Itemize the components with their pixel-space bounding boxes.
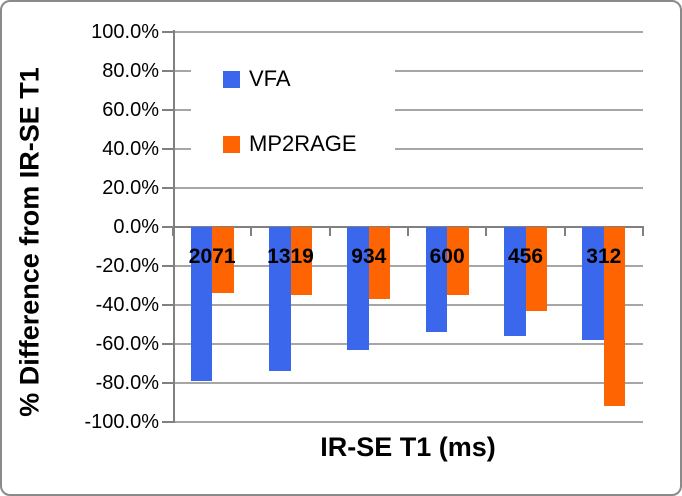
gridline xyxy=(173,343,643,345)
bar-vfa xyxy=(347,227,369,350)
y-axis-tick xyxy=(162,31,174,33)
y-tick-label: -100.0% xyxy=(84,411,160,433)
y-axis-tick xyxy=(162,187,174,189)
bar-mp2rage xyxy=(525,227,547,311)
category-label: 2071 xyxy=(188,245,236,268)
category-label: 600 xyxy=(429,245,465,268)
x-axis-tick xyxy=(485,227,488,236)
y-tick-label: 20.0% xyxy=(102,177,159,199)
legend-item-vfa: VFA xyxy=(223,67,291,91)
x-axis-tick xyxy=(563,227,566,236)
legend-label: MP2RAGE xyxy=(249,131,357,156)
bar-vfa xyxy=(269,227,291,372)
bar-mp2rage xyxy=(212,227,234,294)
y-axis-tick xyxy=(162,382,174,384)
y-axis-tick xyxy=(162,148,174,150)
y-tick-label: -60.0% xyxy=(95,333,159,355)
y-axis-tick xyxy=(162,421,174,423)
y-tick-label: 60.0% xyxy=(102,99,159,121)
gridline xyxy=(173,304,643,306)
legend-item-mp2rage: MP2RAGE xyxy=(223,132,357,156)
y-tick-label: 100.0% xyxy=(91,21,159,43)
legend-swatch-vfa xyxy=(223,70,240,88)
gridline xyxy=(173,148,643,150)
y-tick-label: 0.0% xyxy=(113,216,159,238)
gridline xyxy=(173,421,643,423)
y-axis-title: % Difference from IR-SE T1 xyxy=(14,67,45,417)
x-axis-title: IR-SE T1 (ms) xyxy=(320,432,496,462)
y-tick-label: -20.0% xyxy=(95,255,159,277)
bar-mp2rage xyxy=(603,227,626,407)
bar-mp2rage xyxy=(290,227,312,296)
y-axis-tick xyxy=(162,109,174,111)
x-axis-tick xyxy=(407,227,409,236)
y-tick-label: 80.0% xyxy=(102,60,159,82)
gridline xyxy=(173,31,643,33)
y-axis-tick xyxy=(162,265,174,267)
x-axis-tick xyxy=(172,227,174,236)
y-axis-tick xyxy=(162,343,174,345)
category-label: 312 xyxy=(586,245,622,268)
bar-mp2rage xyxy=(447,227,469,296)
category-label: 934 xyxy=(351,245,387,268)
gridline xyxy=(173,382,643,384)
y-axis-tick xyxy=(162,70,174,72)
gridline xyxy=(173,70,643,72)
gridline xyxy=(173,265,643,267)
y-axis-tick xyxy=(162,304,174,306)
y-tick-label: -40.0% xyxy=(95,294,159,316)
bar-vfa xyxy=(425,227,448,333)
legend-label: VFA xyxy=(249,66,291,91)
bar-vfa xyxy=(190,227,213,382)
x-axis-tick xyxy=(250,227,253,236)
x-axis-tick xyxy=(328,227,331,236)
bar-vfa xyxy=(582,227,604,341)
y-tick-label: 40.0% xyxy=(102,138,159,160)
x-axis-tick xyxy=(642,227,644,236)
bar-mp2rage xyxy=(368,227,391,300)
category-label: 1319 xyxy=(267,245,314,268)
y-tick-label: -80.0% xyxy=(95,372,159,394)
legend-swatch-mp2rage xyxy=(223,135,240,153)
gridline xyxy=(173,109,643,111)
y-axis-tick xyxy=(162,226,174,228)
category-label: 456 xyxy=(507,245,544,268)
gridline xyxy=(173,187,643,189)
bar-vfa xyxy=(504,227,526,337)
